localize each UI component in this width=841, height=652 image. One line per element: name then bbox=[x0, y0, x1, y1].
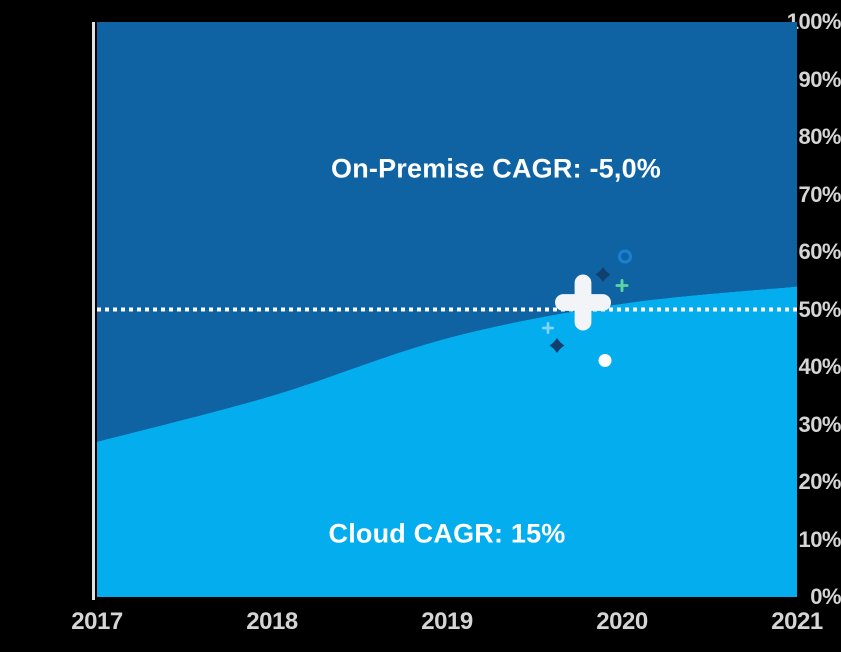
y-tick-label-20: 20% bbox=[798, 469, 841, 494]
x-tick-label-2021: 2021 bbox=[771, 608, 823, 635]
y-tick-label-0: 0% bbox=[810, 584, 841, 609]
sparkle-ring-icon bbox=[618, 249, 633, 269]
x-tick-label-2019: 2019 bbox=[421, 608, 473, 635]
area-cloud bbox=[97, 286, 797, 597]
plot-area bbox=[97, 22, 797, 597]
y-axis-line bbox=[92, 22, 95, 600]
x-tick-label-2020: 2020 bbox=[596, 608, 648, 635]
y-tick-label-60: 60% bbox=[798, 239, 841, 264]
crossover-plus-marker bbox=[555, 274, 611, 336]
on-premise-cagr-label: On-Premise CAGR: -5,0% bbox=[331, 153, 661, 184]
x-tick-label-2017: 2017 bbox=[71, 608, 123, 635]
y-tick-label-90: 90% bbox=[798, 66, 841, 92]
x-tick-label-2018: 2018 bbox=[246, 608, 298, 635]
y-tick-label-80: 80% bbox=[798, 124, 841, 149]
cloud-cagr-label: Cloud CAGR: 15% bbox=[328, 518, 566, 549]
sparkle-star-upper-icon bbox=[595, 267, 611, 287]
sparkle-plus-light-icon bbox=[542, 321, 554, 339]
y-tick-label-50: 50% bbox=[798, 296, 841, 322]
sparkle-dot-white-icon bbox=[598, 354, 612, 372]
y-tick-label-70: 70% bbox=[798, 181, 841, 207]
y-tick-label-30: 30% bbox=[798, 411, 841, 437]
sparkle-plus-green-icon bbox=[615, 279, 629, 297]
area-on-premise bbox=[97, 22, 797, 442]
sparkle-star-lower-icon bbox=[549, 338, 565, 358]
y-tick-label-10: 10% bbox=[798, 526, 841, 552]
y-tick-label-40: 40% bbox=[798, 354, 841, 379]
